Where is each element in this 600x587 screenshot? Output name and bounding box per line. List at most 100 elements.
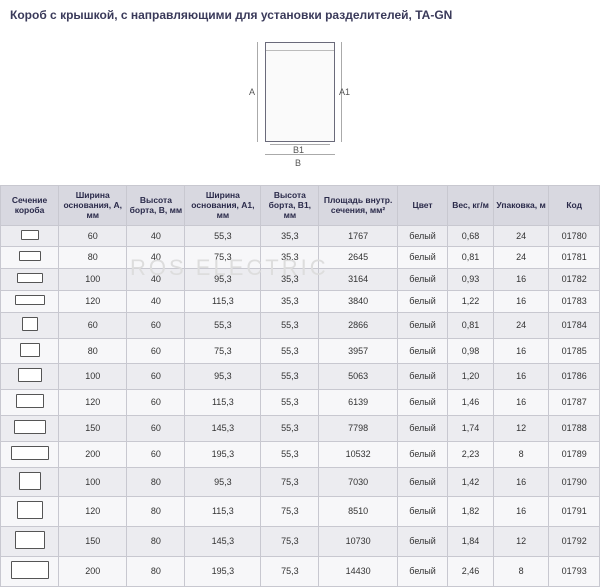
cell-color: белый bbox=[397, 312, 448, 338]
cell-B: 80 bbox=[127, 527, 185, 557]
cell-A1: 95,3 bbox=[185, 467, 261, 497]
table-row: 12040115,335,33840белый1,221601783 bbox=[1, 290, 600, 312]
cell-B: 40 bbox=[127, 247, 185, 269]
cell-code: 01780 bbox=[549, 225, 600, 247]
cell-code: 01784 bbox=[549, 312, 600, 338]
th-color: Цвет bbox=[397, 186, 448, 226]
table-row: 606055,355,32866белый0,812401784 bbox=[1, 312, 600, 338]
th-weight: Вес, кг/м bbox=[448, 186, 493, 226]
cell-A: 100 bbox=[59, 467, 127, 497]
cell-code: 01787 bbox=[549, 390, 600, 416]
cell-B1: 75,3 bbox=[261, 497, 319, 527]
cell-area: 7798 bbox=[319, 415, 397, 441]
cell-code: 01793 bbox=[549, 556, 600, 586]
cell-B1: 75,3 bbox=[261, 556, 319, 586]
cell-area: 2866 bbox=[319, 312, 397, 338]
cell-B1: 75,3 bbox=[261, 527, 319, 557]
cell-A1: 75,3 bbox=[185, 247, 261, 269]
cell-A: 100 bbox=[59, 269, 127, 291]
cell-code: 01783 bbox=[549, 290, 600, 312]
table-row: 806075,355,33957белый0,981601785 bbox=[1, 338, 600, 364]
cross-section-icon bbox=[18, 368, 42, 382]
cell-B1: 75,3 bbox=[261, 467, 319, 497]
cell-A: 200 bbox=[59, 556, 127, 586]
dim-label-A1: A1 bbox=[339, 87, 350, 97]
cell-color: белый bbox=[397, 269, 448, 291]
cross-section-icon bbox=[15, 295, 45, 305]
cell-code: 01788 bbox=[549, 415, 600, 441]
cell-B1: 55,3 bbox=[261, 364, 319, 390]
cell-weight: 1,46 bbox=[448, 390, 493, 416]
cell-B1: 55,3 bbox=[261, 312, 319, 338]
cell-area: 10532 bbox=[319, 441, 397, 467]
table-row: 20060195,355,310532белый2,23801789 bbox=[1, 441, 600, 467]
cell-section-icon bbox=[1, 527, 59, 557]
cell-B: 60 bbox=[127, 415, 185, 441]
cell-pack: 24 bbox=[493, 225, 549, 247]
cell-A1: 75,3 bbox=[185, 338, 261, 364]
cell-color: белый bbox=[397, 338, 448, 364]
cell-A: 120 bbox=[59, 290, 127, 312]
cell-pack: 16 bbox=[493, 269, 549, 291]
cell-weight: 2,46 bbox=[448, 556, 493, 586]
cell-pack: 24 bbox=[493, 247, 549, 269]
cell-A1: 145,3 bbox=[185, 527, 261, 557]
cell-B: 80 bbox=[127, 497, 185, 527]
cell-B: 60 bbox=[127, 312, 185, 338]
cell-pack: 16 bbox=[493, 338, 549, 364]
cell-A1: 195,3 bbox=[185, 556, 261, 586]
table-row: 604055,335,31767белый0,682401780 bbox=[1, 225, 600, 247]
cell-color: белый bbox=[397, 225, 448, 247]
cell-weight: 0,98 bbox=[448, 338, 493, 364]
cell-A1: 195,3 bbox=[185, 441, 261, 467]
page-title: Короб с крышкой, с направляющими для уст… bbox=[0, 0, 600, 28]
table-header-row: Сечение короба Ширина основания, A, мм В… bbox=[1, 186, 600, 226]
cell-pack: 12 bbox=[493, 415, 549, 441]
cell-weight: 1,22 bbox=[448, 290, 493, 312]
cell-weight: 0,68 bbox=[448, 225, 493, 247]
table-row: 20080195,375,314430белый2,46801793 bbox=[1, 556, 600, 586]
table-row: 1004095,335,33164белый0,931601782 bbox=[1, 269, 600, 291]
cross-section-icon bbox=[19, 472, 41, 490]
th-code: Код bbox=[549, 186, 600, 226]
cell-color: белый bbox=[397, 467, 448, 497]
cross-section-icon bbox=[21, 230, 39, 240]
cross-section-icon bbox=[20, 343, 40, 357]
cell-section-icon bbox=[1, 225, 59, 247]
cross-section-icon bbox=[22, 317, 38, 331]
cell-A: 60 bbox=[59, 312, 127, 338]
cross-section-icon bbox=[17, 273, 43, 283]
cross-section-icon bbox=[11, 446, 49, 460]
cell-pack: 12 bbox=[493, 527, 549, 557]
cell-weight: 1,84 bbox=[448, 527, 493, 557]
cell-color: белый bbox=[397, 290, 448, 312]
cell-section-icon bbox=[1, 247, 59, 269]
cell-A1: 145,3 bbox=[185, 415, 261, 441]
cell-section-icon bbox=[1, 441, 59, 467]
cell-A: 80 bbox=[59, 247, 127, 269]
th-section: Сечение короба bbox=[1, 186, 59, 226]
cell-A: 120 bbox=[59, 390, 127, 416]
cell-section-icon bbox=[1, 415, 59, 441]
cross-section-diagram: A A1 B1 B bbox=[0, 28, 600, 185]
cell-B1: 55,3 bbox=[261, 415, 319, 441]
cell-weight: 0,81 bbox=[448, 312, 493, 338]
cell-weight: 1,20 bbox=[448, 364, 493, 390]
cell-pack: 24 bbox=[493, 312, 549, 338]
cell-B1: 35,3 bbox=[261, 225, 319, 247]
cell-A: 200 bbox=[59, 441, 127, 467]
cell-B: 40 bbox=[127, 225, 185, 247]
table-row: 12060115,355,36139белый1,461601787 bbox=[1, 390, 600, 416]
cell-color: белый bbox=[397, 497, 448, 527]
cell-pack: 16 bbox=[493, 390, 549, 416]
cell-B: 60 bbox=[127, 364, 185, 390]
cell-code: 01785 bbox=[549, 338, 600, 364]
cell-section-icon bbox=[1, 556, 59, 586]
cell-code: 01789 bbox=[549, 441, 600, 467]
cell-color: белый bbox=[397, 364, 448, 390]
cell-B: 40 bbox=[127, 290, 185, 312]
cell-B1: 35,3 bbox=[261, 247, 319, 269]
cell-B1: 35,3 bbox=[261, 290, 319, 312]
cross-section-icon bbox=[16, 394, 44, 408]
cell-B: 80 bbox=[127, 556, 185, 586]
